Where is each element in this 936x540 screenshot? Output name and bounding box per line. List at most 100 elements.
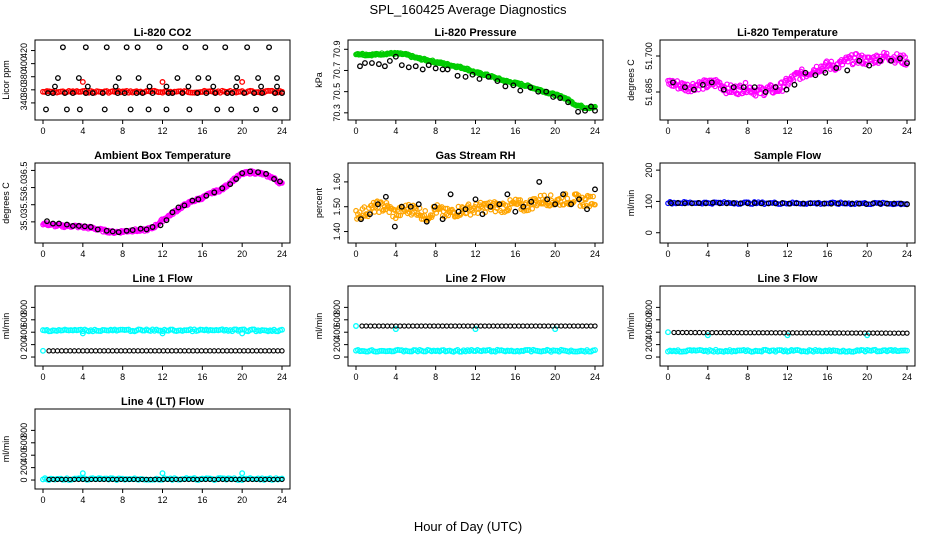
rh-xtick-label: 12 — [470, 249, 480, 259]
pressure-point — [432, 65, 439, 72]
pressure-ytick-label: 70.7 — [332, 62, 342, 80]
line1-point — [215, 348, 222, 354]
line1-point — [245, 348, 251, 354]
line2-point — [372, 323, 378, 329]
ambient-point — [75, 223, 82, 229]
sample-point — [751, 200, 758, 206]
co2-point — [255, 75, 262, 81]
line2-panel: Line 2 Flow ml/min 0 4 8 12 16 20 24 0 20040060080… — [314, 273, 604, 382]
rh-point — [535, 197, 542, 203]
rh-point — [369, 204, 376, 211]
line1-point — [270, 348, 277, 354]
rh-point — [487, 203, 494, 210]
line1-point — [105, 348, 111, 354]
sample-point — [898, 200, 904, 207]
co2-point — [82, 90, 89, 97]
rh-ylabel: percent — [314, 187, 324, 218]
line3-point — [794, 330, 800, 336]
line3-point — [849, 330, 855, 336]
line1-point — [207, 348, 213, 354]
line3-point — [891, 330, 897, 336]
line1-xtick-label: 4 — [80, 372, 85, 382]
ambient-point — [87, 224, 94, 230]
co2-point — [76, 106, 83, 113]
pressure-xtick-label: 20 — [550, 126, 560, 136]
temp820-point — [762, 89, 769, 95]
sample-ytick-label: 200 — [644, 163, 654, 178]
line3-point — [819, 330, 825, 336]
line2-xtick-label: 20 — [550, 372, 560, 382]
sample-title: Sample Flow — [754, 150, 822, 162]
sample-point — [702, 200, 709, 207]
line1-point — [79, 330, 86, 337]
pressure-point — [510, 82, 517, 89]
co2-point — [229, 90, 236, 97]
line2-series-0 — [353, 346, 598, 355]
line3-point — [760, 330, 766, 336]
temp820-xtick-label: 8 — [745, 126, 750, 136]
line4-point — [159, 470, 166, 477]
ambient-xtick-label: 16 — [197, 249, 207, 259]
line2-ytick-label: 800 — [332, 300, 342, 315]
line2-point — [562, 323, 568, 329]
temp820-point — [742, 79, 749, 86]
line2-point — [588, 323, 594, 329]
rh-point — [512, 208, 519, 215]
line4-panel: Line 4 (LT) Flow ml/min 0 4 8 12 16 20 24 0 200400… — [1, 396, 291, 505]
rh-point — [398, 203, 405, 210]
line1-ytick-label: 400 — [19, 325, 29, 340]
line4-series-1 — [79, 470, 246, 477]
line3-series-0 — [665, 346, 910, 355]
temp820-point — [797, 76, 803, 83]
line3-point — [764, 330, 770, 336]
rh-point — [471, 209, 477, 216]
figure-title: SPL_160425 Average Diagnostics — [369, 2, 567, 17]
temp820-ytick-label: 51.685 — [644, 78, 654, 106]
pressure-point — [476, 75, 483, 82]
rh-point — [392, 215, 399, 222]
sample-panel: Sample Flow ml/min 0 4 8 12 16 20 24 0 100 200 — [626, 150, 916, 259]
sample-xtick-label: 8 — [745, 249, 750, 259]
pressure-point — [368, 60, 375, 67]
line1-point — [173, 348, 179, 354]
line3-panel: Line 3 Flow ml/min 0 4 8 12 16 20 24 0 20040060080… — [626, 273, 916, 382]
ambient-point — [203, 192, 210, 199]
co2-point — [133, 90, 140, 97]
temp820-xtick-label: 4 — [705, 126, 710, 136]
temp820-point — [783, 86, 790, 93]
line1-xtick-label: 20 — [237, 372, 247, 382]
line2-point — [405, 323, 412, 329]
line1-point — [54, 348, 61, 354]
line1-point — [40, 347, 46, 354]
temp820-point — [822, 69, 829, 76]
temp820-point — [703, 77, 709, 84]
line3-point — [887, 330, 893, 336]
co2-point — [89, 90, 96, 97]
line3-point — [768, 330, 775, 336]
temp820-series-1 — [670, 55, 910, 95]
line1-point — [232, 348, 239, 354]
line3-point — [726, 330, 732, 336]
line3-point — [700, 329, 707, 336]
pressure-xtick-label: 4 — [393, 126, 398, 136]
co2-point — [84, 83, 91, 90]
line1-point — [241, 348, 247, 354]
rh-point — [455, 208, 462, 215]
line3-point — [874, 330, 880, 336]
temp820-point — [777, 80, 784, 86]
line2-point — [537, 323, 543, 329]
line1-ylabel: ml/min — [1, 313, 11, 340]
temp820-point — [877, 57, 884, 64]
line3-point — [709, 329, 715, 336]
pressure-point — [420, 56, 427, 63]
temp820-point — [844, 67, 851, 74]
ambient-point — [63, 221, 70, 228]
sample-point — [765, 200, 772, 207]
temp820-panel: Li-820 Temperature degrees C 0 4 8 12 16 20 24 51… — [626, 27, 916, 136]
temp820-point — [752, 92, 759, 99]
line2-point — [549, 323, 556, 329]
line2-ylabel: ml/min — [314, 313, 324, 340]
sample-point — [744, 200, 751, 207]
rh-point — [465, 201, 472, 208]
temp820-point — [802, 69, 809, 76]
